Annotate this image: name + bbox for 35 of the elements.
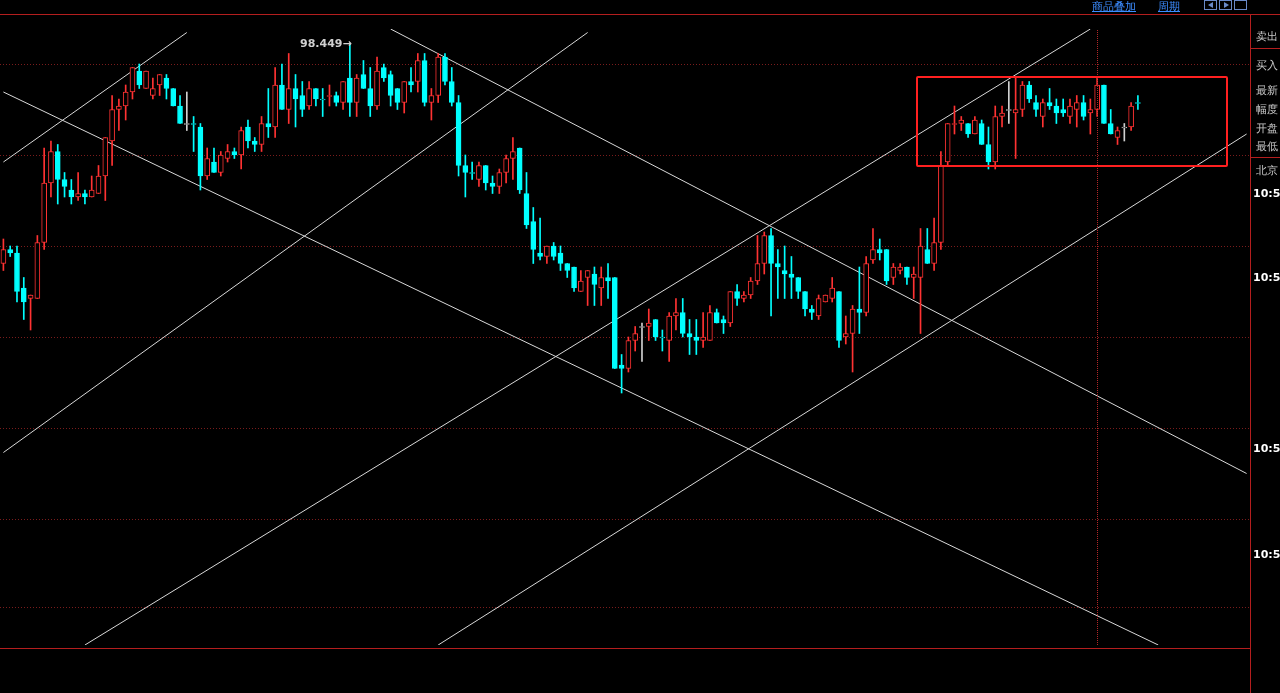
text: 10:5 <box>1253 441 1280 457</box>
text: 买入 <box>1256 59 1278 72</box>
candlestick <box>251 137 258 152</box>
candlestick <box>605 263 611 299</box>
candlestick <box>1060 98 1067 117</box>
candlestick <box>510 137 516 180</box>
text: 卖出 <box>1256 30 1278 43</box>
candlestick <box>645 308 652 341</box>
candlestick <box>775 249 781 299</box>
candlestick <box>1121 123 1128 142</box>
candlestick <box>876 238 883 261</box>
candlestick <box>116 98 122 131</box>
annotation: 98.449→ <box>300 36 352 52</box>
text: 最新 <box>1256 84 1278 97</box>
candlestick <box>319 88 326 117</box>
text: 10:5 <box>1253 547 1280 563</box>
candlestick <box>700 312 706 348</box>
candlestick <box>808 305 815 320</box>
text: 10:5 <box>1253 186 1280 202</box>
candlestick <box>75 172 81 201</box>
text: 周期 <box>1158 0 1180 13</box>
text: 10:5 <box>1253 270 1280 286</box>
candlestick <box>842 315 849 345</box>
candlestick <box>999 105 1005 128</box>
candlestick <box>673 298 679 331</box>
candlestick <box>408 67 414 93</box>
text: 北京 <box>1256 164 1278 177</box>
text: 商品叠加 <box>1092 0 1136 13</box>
candlestick <box>958 116 965 131</box>
candlestick <box>537 217 543 261</box>
text: 最低 <box>1256 140 1278 153</box>
text: 开盘 <box>1256 122 1278 135</box>
candlestick <box>1073 95 1080 128</box>
text: 幅度 <box>1256 103 1278 116</box>
candlestick <box>910 266 917 299</box>
